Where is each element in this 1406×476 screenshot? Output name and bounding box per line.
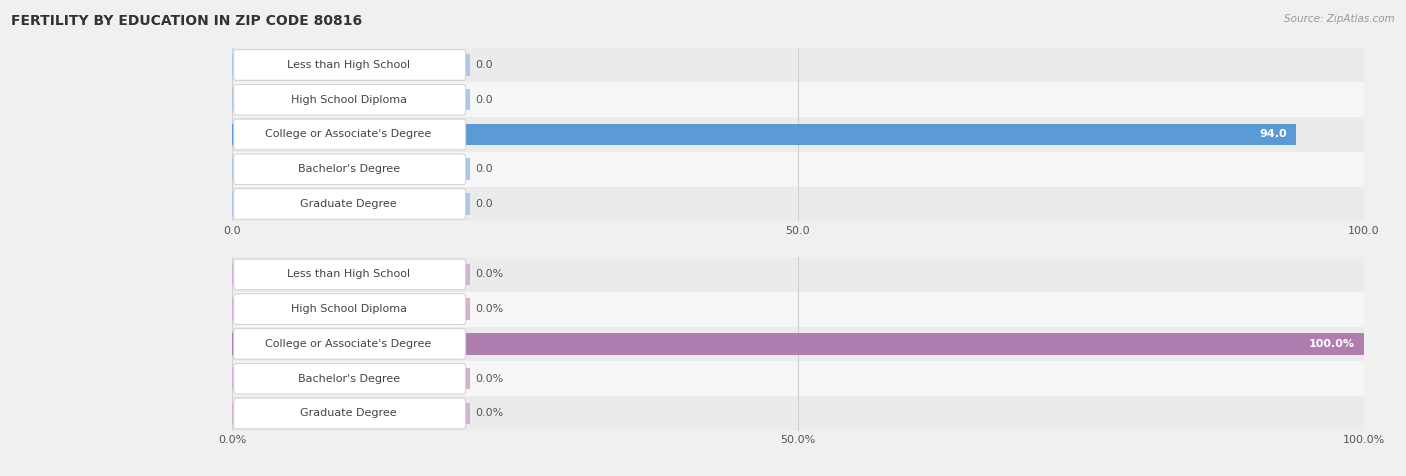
Text: Less than High School: Less than High School	[287, 269, 411, 279]
Text: High School Diploma: High School Diploma	[291, 304, 406, 314]
Text: College or Associate's Degree: College or Associate's Degree	[266, 129, 432, 139]
Bar	[232, 187, 1364, 221]
Text: 0.0%: 0.0%	[475, 374, 503, 384]
Text: 0.0: 0.0	[475, 95, 494, 105]
Bar	[232, 264, 470, 285]
Text: Bachelor's Degree: Bachelor's Degree	[298, 164, 399, 174]
Text: College or Associate's Degree: College or Associate's Degree	[266, 339, 432, 349]
Text: 0.0: 0.0	[475, 164, 494, 174]
Bar	[232, 257, 1364, 292]
FancyBboxPatch shape	[233, 363, 465, 394]
Bar	[232, 292, 1364, 327]
FancyBboxPatch shape	[233, 188, 465, 219]
Bar	[232, 368, 470, 389]
FancyBboxPatch shape	[233, 119, 465, 150]
Bar	[232, 333, 1364, 355]
Text: 0.0: 0.0	[475, 199, 494, 209]
Bar	[232, 82, 1364, 117]
Bar	[232, 124, 1296, 145]
FancyBboxPatch shape	[233, 294, 465, 325]
Bar	[232, 54, 470, 76]
FancyBboxPatch shape	[233, 50, 465, 80]
FancyBboxPatch shape	[233, 259, 465, 290]
Text: 94.0: 94.0	[1260, 129, 1286, 139]
FancyBboxPatch shape	[233, 84, 465, 115]
Text: Source: ZipAtlas.com: Source: ZipAtlas.com	[1284, 14, 1395, 24]
Bar	[232, 396, 1364, 431]
Bar	[232, 403, 470, 424]
Text: High School Diploma: High School Diploma	[291, 95, 406, 105]
Text: FERTILITY BY EDUCATION IN ZIP CODE 80816: FERTILITY BY EDUCATION IN ZIP CODE 80816	[11, 14, 363, 28]
FancyBboxPatch shape	[233, 398, 465, 429]
Bar	[232, 361, 1364, 396]
Bar	[232, 124, 470, 145]
Bar	[232, 152, 1364, 187]
Bar	[232, 193, 470, 215]
Bar	[232, 89, 470, 110]
Text: 0.0%: 0.0%	[475, 269, 503, 279]
Text: Graduate Degree: Graduate Degree	[301, 408, 396, 418]
FancyBboxPatch shape	[233, 328, 465, 359]
Text: 100.0%: 100.0%	[1309, 339, 1355, 349]
Bar	[232, 48, 1364, 82]
Text: 0.0%: 0.0%	[475, 408, 503, 418]
Bar	[232, 117, 1364, 152]
Bar	[232, 333, 470, 355]
Text: Graduate Degree: Graduate Degree	[301, 199, 396, 209]
Text: 0.0%: 0.0%	[475, 304, 503, 314]
Text: Less than High School: Less than High School	[287, 60, 411, 70]
Text: Bachelor's Degree: Bachelor's Degree	[298, 374, 399, 384]
Bar	[232, 298, 470, 320]
Bar	[232, 327, 1364, 361]
Bar	[232, 159, 470, 180]
FancyBboxPatch shape	[233, 154, 465, 185]
Text: 0.0: 0.0	[475, 60, 494, 70]
